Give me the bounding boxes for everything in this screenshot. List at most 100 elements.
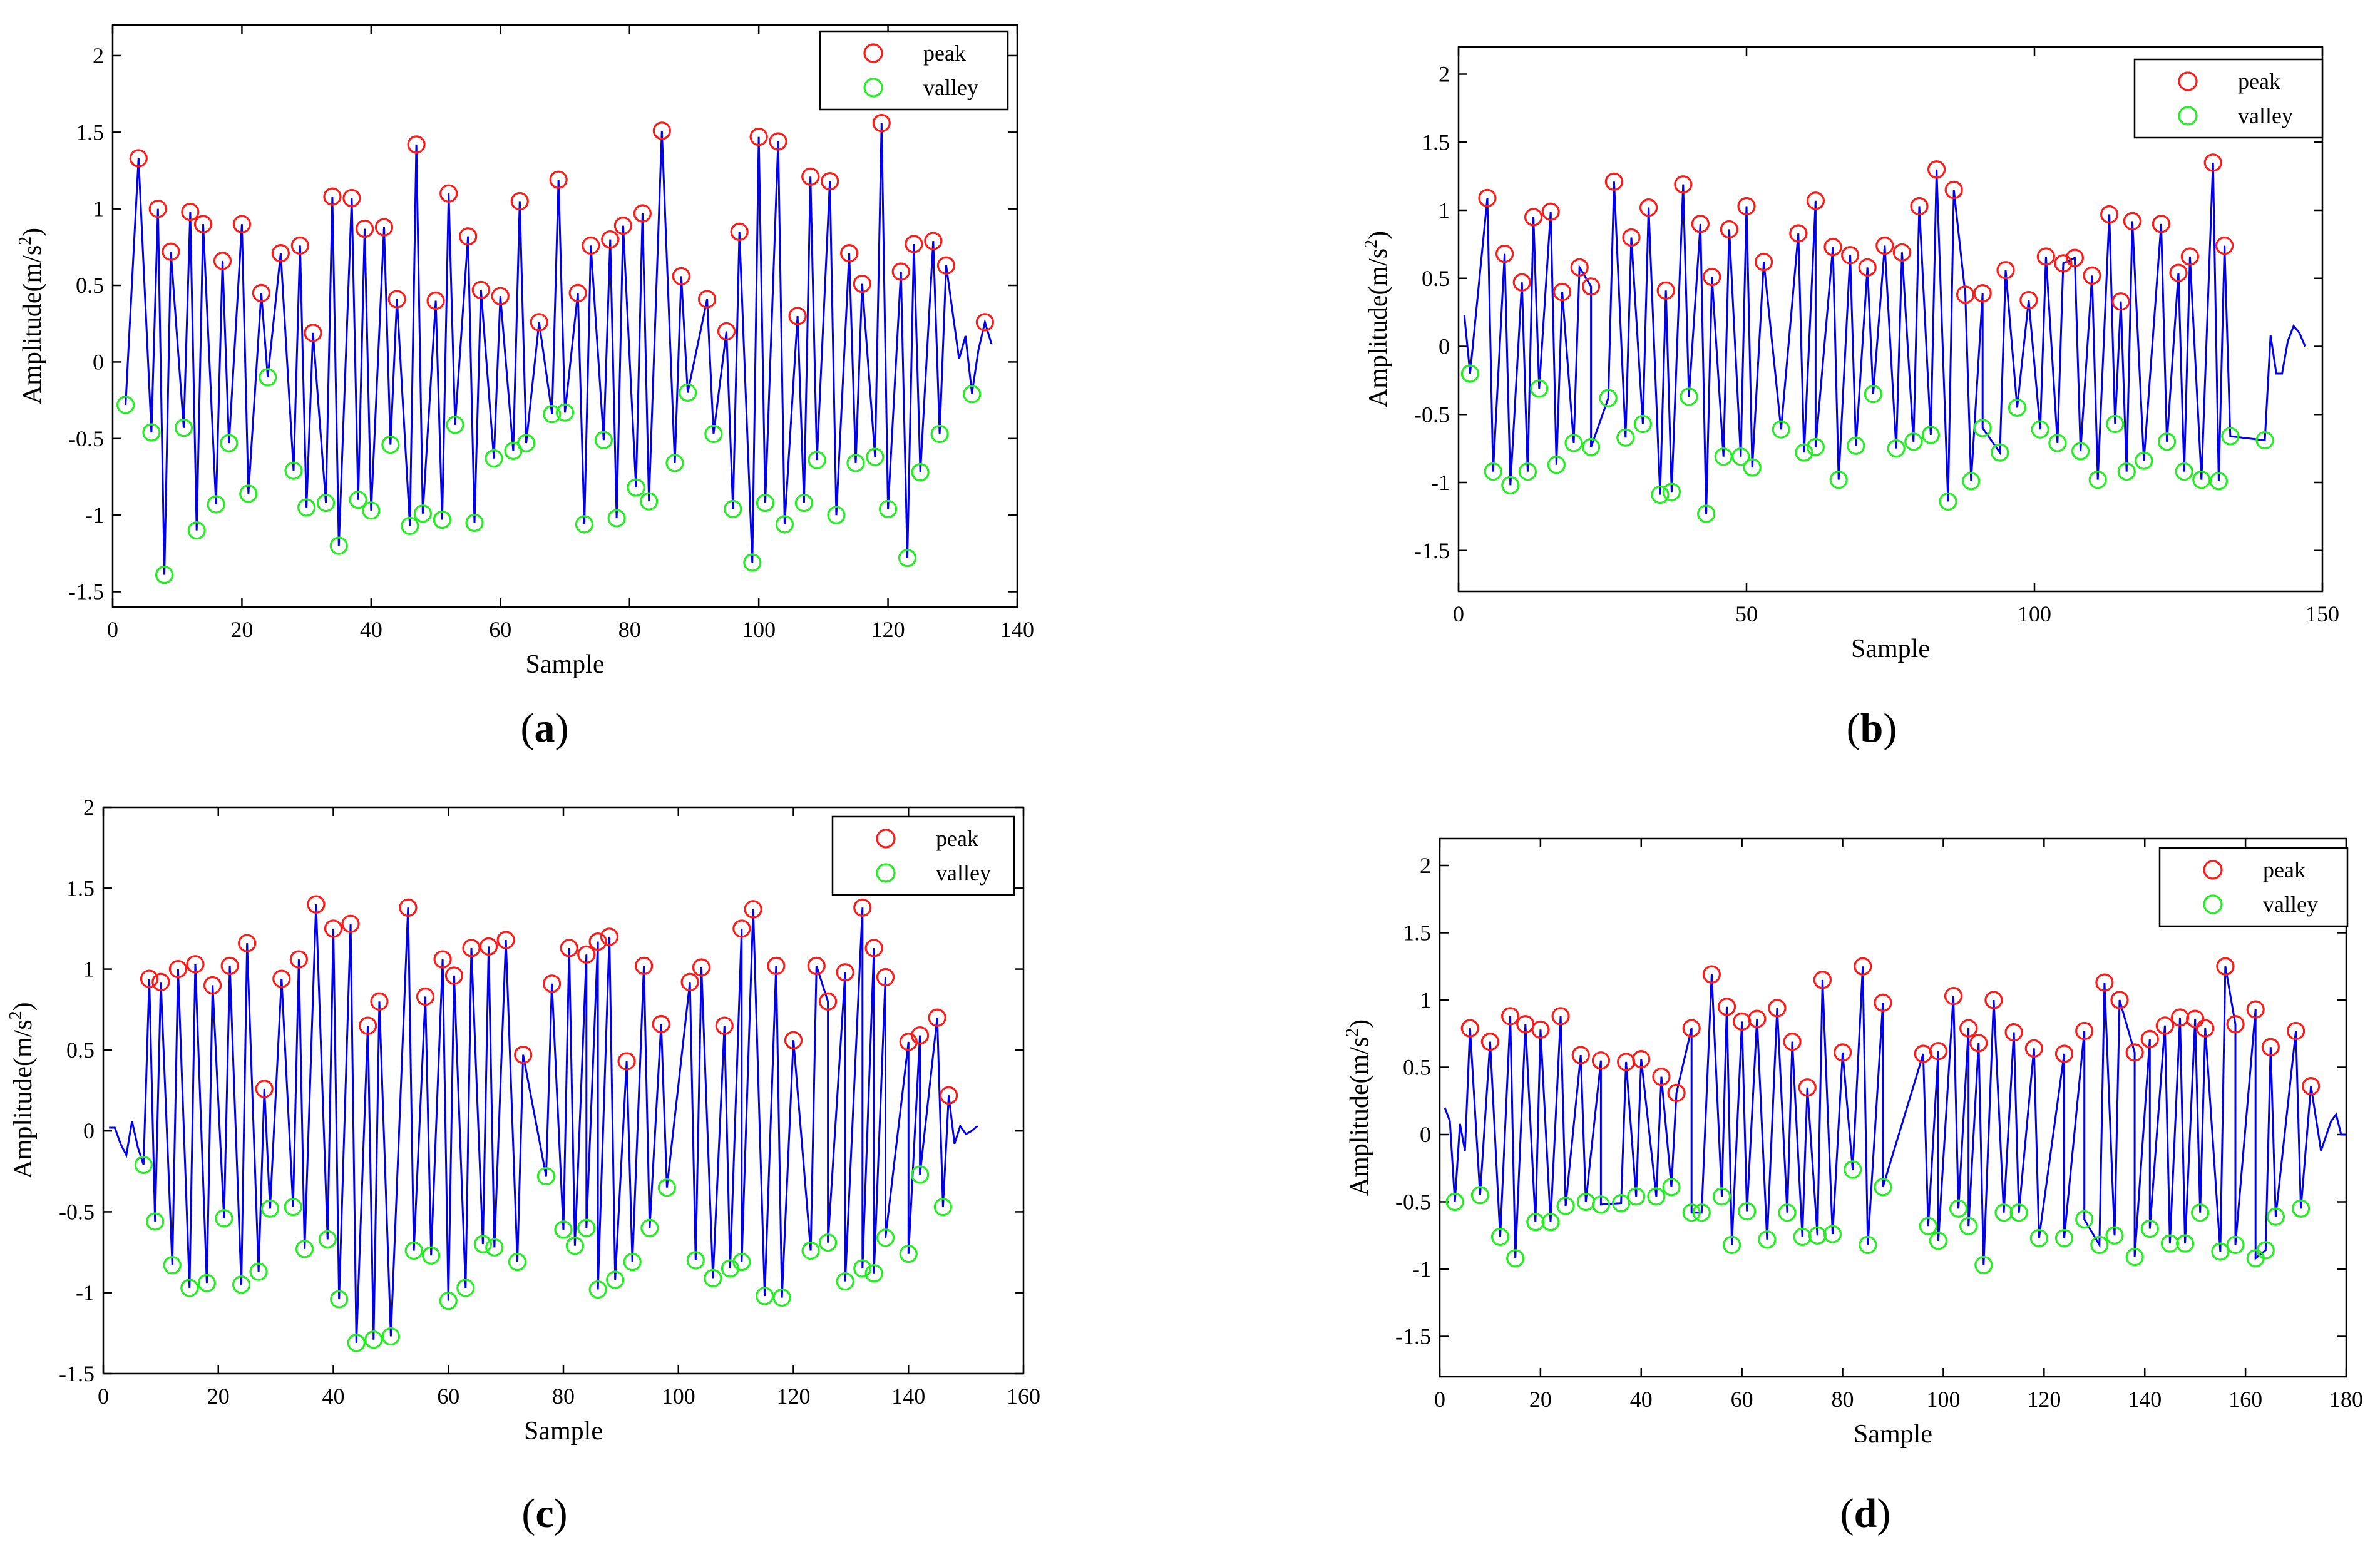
- x-tick-label: 100: [662, 1384, 695, 1409]
- peak-marker: [439, 184, 458, 203]
- peak-marker: [1682, 1019, 1701, 1038]
- panel-caption: (c): [521, 1491, 567, 1536]
- peak-marker: [1858, 258, 1877, 277]
- peak-marker: [252, 283, 270, 302]
- valley-marker: [627, 478, 645, 497]
- valley-marker: [588, 1280, 607, 1299]
- valley-marker: [1844, 1160, 1862, 1179]
- peak-marker: [784, 1031, 803, 1049]
- valley-marker: [433, 510, 451, 529]
- legend-valley-marker: [2203, 894, 2223, 914]
- peak-marker: [1604, 172, 1624, 191]
- x-tick-label: 100: [2018, 601, 2051, 626]
- peak-marker: [289, 950, 308, 969]
- peak-marker: [807, 956, 826, 975]
- peak-marker: [510, 191, 529, 211]
- peak-marker: [359, 1016, 377, 1035]
- peak-marker: [1996, 261, 2015, 280]
- y-tick-label: -1: [76, 1280, 95, 1305]
- valley-marker: [1506, 1249, 1525, 1268]
- peak-marker: [864, 939, 883, 957]
- peak-marker: [2186, 1009, 2205, 1028]
- x-tick-label: 60: [489, 617, 511, 642]
- valley-marker: [2135, 451, 2153, 470]
- peak-marker: [1959, 1019, 1978, 1038]
- peak-marker: [577, 945, 596, 964]
- peak-marker: [1720, 220, 1739, 239]
- valley-marker: [1758, 1230, 1777, 1249]
- x-tick-label: 100: [1926, 1387, 1960, 1412]
- peak-marker: [370, 992, 389, 1011]
- peak-marker: [1840, 246, 1860, 265]
- peak-marker: [129, 149, 148, 168]
- valley-marker: [362, 501, 381, 520]
- peak-marker: [1501, 1007, 1520, 1026]
- y-tick-label: 1: [83, 957, 95, 982]
- valley-marker: [155, 566, 174, 584]
- peak-marker: [1956, 285, 1975, 304]
- y-tick-label: -0.5: [59, 1199, 95, 1224]
- y-tick-label: 0: [93, 349, 104, 374]
- y-axis-label-superscript: 2: [6, 1011, 26, 1019]
- peak-marker: [162, 242, 180, 261]
- peak-marker: [2054, 254, 2073, 273]
- caption-open: (: [521, 705, 535, 751]
- valley-marker: [1662, 482, 1681, 501]
- peak-marker: [471, 280, 490, 299]
- y-tick-label: -1.5: [68, 579, 104, 605]
- x-tick-label: 0: [1434, 1387, 1445, 1412]
- valley-marker: [2090, 1235, 2109, 1254]
- x-tick-label: 150: [2306, 601, 2339, 626]
- peak-marker: [905, 235, 923, 253]
- valley-marker: [1847, 436, 1865, 455]
- peak-marker: [939, 1086, 958, 1105]
- valley-marker: [607, 509, 626, 528]
- valley-marker: [577, 1218, 596, 1237]
- valley-marker: [1921, 426, 1941, 444]
- legend-peak-marker: [876, 829, 896, 849]
- peak-marker: [2036, 247, 2056, 266]
- peak-marker: [530, 313, 548, 332]
- valley-marker: [2191, 1203, 2210, 1222]
- x-tick-label: 80: [618, 617, 641, 642]
- legend-peak-label: peak: [923, 41, 966, 66]
- valley-marker: [1696, 504, 1716, 523]
- signal-line: [1444, 966, 2346, 1265]
- peak-marker: [732, 919, 751, 938]
- valley-marker: [1490, 1227, 1510, 1247]
- valley-marker: [297, 498, 316, 517]
- valley-marker: [2054, 1228, 2074, 1248]
- peak-marker: [1667, 1083, 1686, 1102]
- peak-marker: [2261, 1038, 2280, 1056]
- valley-marker: [2009, 1203, 2028, 1222]
- valley-marker: [756, 493, 775, 513]
- y-tick-label: 0.5: [76, 273, 104, 298]
- valley-marker: [187, 521, 206, 540]
- valley-marker: [594, 431, 613, 449]
- y-tick-label: 1.5: [1403, 921, 1431, 946]
- valley-marker: [1806, 437, 1825, 457]
- peak-marker: [479, 937, 498, 956]
- valley-marker: [364, 1330, 383, 1349]
- valley-marker: [911, 1165, 930, 1184]
- peak-marker: [342, 188, 361, 208]
- valley-marker: [1778, 1203, 1797, 1222]
- peak-marker: [1854, 957, 1872, 976]
- peak-marker: [936, 256, 956, 275]
- peak-marker: [433, 950, 452, 969]
- peak-marker: [416, 987, 435, 1006]
- peak-marker: [1581, 277, 1601, 296]
- valley-marker: [260, 1199, 280, 1218]
- valley-marker: [2071, 442, 2090, 461]
- peak-marker: [1927, 160, 1946, 179]
- y-tick-label: -1: [1412, 1257, 1431, 1282]
- peak-marker: [819, 992, 838, 1011]
- y-axis-label-close: ): [9, 1002, 38, 1011]
- legend-peak-label: peak: [936, 826, 978, 851]
- valley-marker: [174, 419, 193, 437]
- valley-marker: [220, 434, 239, 452]
- peak-marker: [549, 170, 568, 189]
- peak-marker: [911, 1026, 930, 1045]
- y-tick-label: -1: [1431, 470, 1450, 495]
- peak-marker: [1703, 267, 1721, 287]
